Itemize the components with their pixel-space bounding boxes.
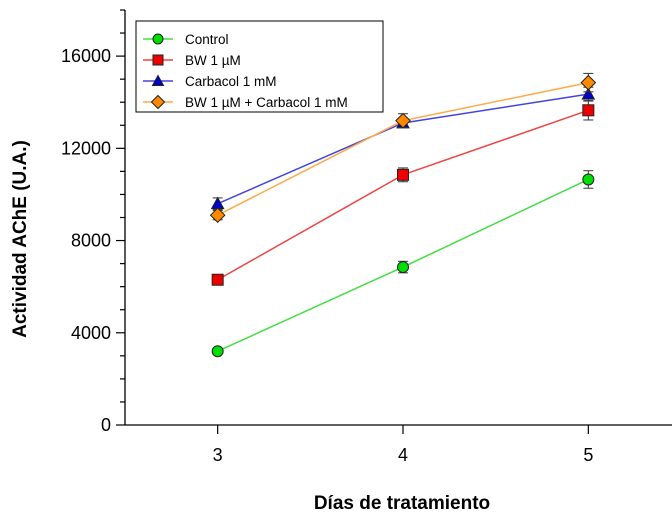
x-tick-label: 3 bbox=[213, 445, 223, 465]
data-point bbox=[580, 74, 597, 91]
series-1 bbox=[211, 170, 595, 358]
legend-box bbox=[135, 20, 384, 113]
y-tick-label: 4000 bbox=[71, 323, 111, 343]
y-axis-title: Actividad AChE (U.A.) bbox=[10, 140, 31, 338]
legend-label: BW 1 µM + Carbacol 1 mM bbox=[185, 95, 348, 110]
data-point bbox=[397, 261, 409, 274]
x-tick-label: 5 bbox=[583, 445, 593, 465]
legend-marker bbox=[150, 94, 166, 110]
y-tick-label: 8000 bbox=[71, 231, 111, 251]
legend-marker bbox=[152, 33, 164, 45]
data-point bbox=[211, 345, 224, 358]
legend: Control BW 1 µM Carbacol 1 mM BW 1 µM + Car… bbox=[135, 20, 384, 113]
x-axis-title: Días de tratamiento bbox=[314, 493, 490, 514]
y-tick-label: 16000 bbox=[61, 46, 111, 66]
x-tick-label: 4 bbox=[398, 445, 408, 465]
data-point bbox=[211, 273, 224, 286]
y-tick-label: 12000 bbox=[61, 138, 111, 158]
legend-label: Carbacol 1 mM bbox=[185, 74, 277, 89]
data-point bbox=[209, 207, 226, 224]
series-line bbox=[217, 109, 589, 281]
legend-label: Control bbox=[185, 32, 229, 47]
legend-label: BW 1 µM bbox=[185, 53, 241, 68]
legend-marker bbox=[152, 54, 164, 66]
data-point bbox=[582, 173, 595, 186]
data-point bbox=[397, 168, 409, 181]
axes: 0 4000 8000 12000 16000 3 4 5 bbox=[61, 9, 672, 465]
data-point bbox=[582, 104, 595, 117]
data-point bbox=[395, 112, 411, 129]
y-tick-label: 0 bbox=[101, 415, 111, 435]
data-point bbox=[581, 87, 596, 100]
series-layer bbox=[209, 72, 597, 358]
data-point bbox=[210, 196, 225, 210]
series-4 bbox=[209, 72, 597, 224]
legend-marker bbox=[151, 74, 165, 86]
